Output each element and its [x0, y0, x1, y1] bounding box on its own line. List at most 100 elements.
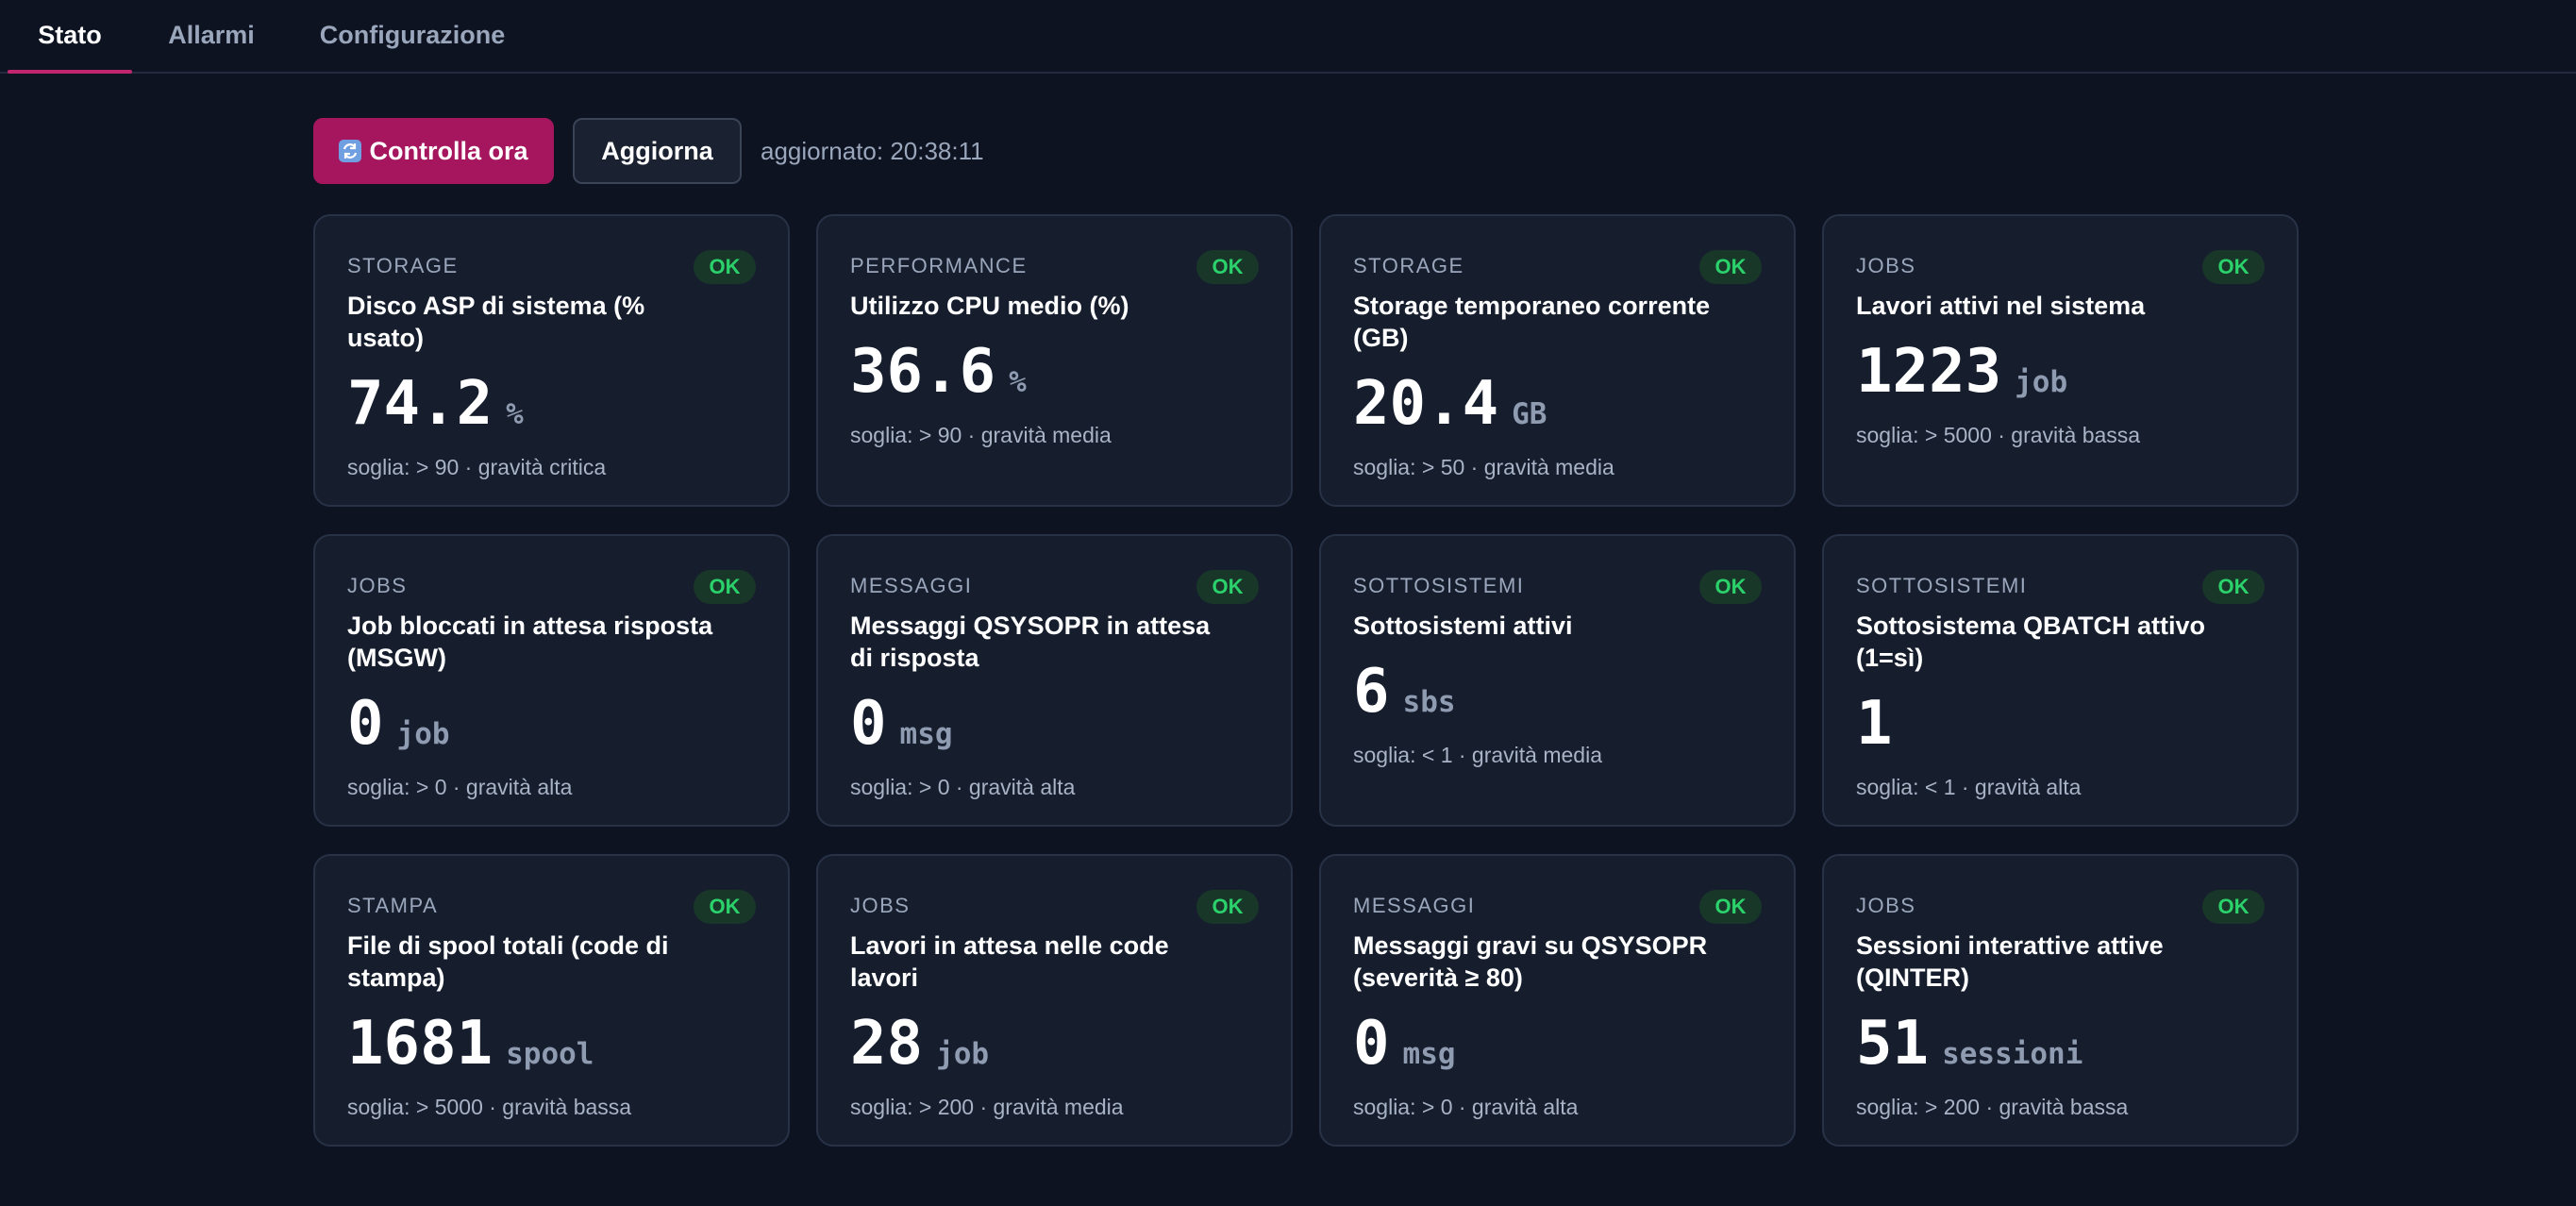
card-value-row: 0 job [347, 687, 756, 761]
metric-card: STAMPA OK File di spool totali (code di … [313, 854, 790, 1147]
card-category: STAMPA [347, 894, 439, 917]
card-value-row: 0 msg [850, 687, 1259, 761]
tab-bar: Stato Allarmi Configurazione [0, 0, 2576, 74]
card-category: MESSAGGI [1353, 894, 1476, 917]
refresh-icon [339, 140, 362, 162]
card-threshold: soglia: > 90 · gravità critica [347, 455, 607, 479]
card-title: Sottosistema QBATCH attivo (1=sì) [1856, 611, 2206, 672]
card-threshold: soglia: > 200 · gravità bassa [1856, 1095, 2129, 1119]
tab-configurazione[interactable]: Configurazione [319, 21, 506, 49]
card-category: PERFORMANCE [850, 254, 1028, 277]
card-value-row: 0 msg [1353, 1007, 1762, 1080]
card-unit: spool [506, 1037, 594, 1071]
status-badge: OK [1699, 250, 1762, 284]
refresh-button[interactable]: Aggiorna [573, 118, 742, 184]
card-category: JOBS [850, 894, 911, 917]
status-badge: OK [1196, 570, 1259, 604]
card-title: Sottosistemi attivi [1353, 611, 1573, 640]
card-unit: % [1009, 365, 1027, 399]
card-threshold: soglia: > 5000 · gravità bassa [1856, 423, 2141, 447]
card-value: 1223 [1856, 337, 2002, 407]
status-badge: OK [694, 890, 756, 924]
card-value-row: 1681 spool [347, 1007, 756, 1080]
status-badge: OK [1196, 250, 1259, 284]
check-now-button[interactable]: Controlla ora [313, 118, 554, 184]
card-unit: msg [1402, 1037, 1456, 1071]
card-unit: job [396, 717, 450, 751]
card-title: Storage temporaneo corrente (GB) [1353, 292, 1711, 352]
card-value-row: 1 [1856, 687, 2265, 761]
card-unit: job [936, 1037, 990, 1071]
card-threshold: soglia: < 1 · gravità alta [1856, 775, 2082, 799]
card-unit: % [506, 397, 524, 431]
card-category: MESSAGGI [850, 574, 973, 597]
card-threshold: soglia: > 0 · gravità alta [1353, 1095, 1579, 1119]
card-threshold: soglia: > 0 · gravità alta [347, 775, 573, 799]
refresh-label: Aggiorna [601, 137, 713, 165]
card-category: JOBS [1856, 894, 1916, 917]
card-title: Messaggi gravi su QSYSOPR (severità ≥ 80… [1353, 931, 1708, 992]
card-value-row: 36.6% [850, 335, 1259, 409]
card-title: File di spool totali (code di stampa) [347, 931, 669, 992]
metric-card: JOBS OK Lavori in attesa nelle code lavo… [816, 854, 1293, 1147]
card-value-row: 74.2% [347, 367, 756, 441]
status-badge: OK [2202, 250, 2265, 284]
metric-card: MESSAGGI OK Messaggi gravi su QSYSOPR (s… [1319, 854, 1796, 1147]
status-badge: OK [1699, 570, 1762, 604]
card-value: 28 [850, 1009, 924, 1079]
card-title: Job bloccati in attesa risposta (MSGW) [347, 611, 713, 672]
card-threshold: soglia: > 90 · gravità media [850, 423, 1112, 447]
card-value-row: 6 sbs [1353, 655, 1762, 729]
card-title: Utilizzo CPU medio (%) [850, 292, 1129, 320]
card-title: Disco ASP di sistema (% usato) [347, 292, 645, 352]
card-value: 1 [1856, 689, 1893, 759]
metric-card: SOTTOSISTEMI OK Sottosistema QBATCH atti… [1822, 534, 2299, 827]
card-value: 0 [1353, 1009, 1390, 1079]
status-badge: OK [2202, 570, 2265, 604]
card-value: 1681 [347, 1009, 493, 1079]
card-value: 6 [1353, 657, 1390, 727]
card-threshold: soglia: > 0 · gravità alta [850, 775, 1076, 799]
status-badge: OK [694, 570, 756, 604]
card-threshold: soglia: > 50 · gravità media [1353, 455, 1614, 479]
metric-card: PERFORMANCE OK Utilizzo CPU medio (%) 36… [816, 214, 1293, 507]
card-threshold: soglia: > 5000 · gravità bassa [347, 1095, 632, 1119]
card-unit: GB [1512, 397, 1547, 431]
card-title: Sessioni interattive attive (QINTER) [1856, 931, 2164, 992]
status-badge: OK [1196, 890, 1259, 924]
card-value-row: 51 sessioni [1856, 1007, 2265, 1080]
metric-card: SOTTOSISTEMI OK Sottosistemi attivi 6 sbs… [1319, 534, 1796, 827]
metric-card: STORAGE OK Storage temporaneo corrente (… [1319, 214, 1796, 507]
metric-card: MESSAGGI OK Messaggi QSYSOPR in attesa d… [816, 534, 1293, 827]
metric-card: JOBS OK Lavori attivi nel sistema 1223 jo… [1822, 214, 2299, 507]
check-now-label: Controlla ora [369, 137, 528, 165]
card-category: JOBS [347, 574, 408, 597]
metric-card: JOBS OK Job bloccati in attesa risposta … [313, 534, 790, 827]
card-category: STORAGE [1353, 254, 1464, 277]
tab-stato[interactable]: Stato [8, 0, 132, 74]
card-title: Lavori in attesa nelle code lavori [850, 931, 1169, 992]
card-value: 0 [347, 689, 384, 759]
card-title: Lavori attivi nel sistema [1856, 292, 2146, 320]
card-unit: sessioni [1942, 1037, 2083, 1071]
status-badge: OK [1699, 890, 1762, 924]
card-threshold: soglia: < 1 · gravità media [1353, 743, 1602, 767]
card-title: Messaggi QSYSOPR in attesa di risposta [850, 611, 1211, 672]
tab-allarmi[interactable]: Allarmi [168, 21, 255, 49]
card-value: 20.4 [1353, 369, 1499, 439]
card-category: STORAGE [347, 254, 459, 277]
card-unit: sbs [1402, 685, 1456, 719]
card-value: 51 [1856, 1009, 1930, 1079]
last-updated-text: aggiornato: 20:38:11 [761, 137, 984, 165]
metric-card: JOBS OK Sessioni interattive attive (QIN… [1822, 854, 2299, 1147]
card-value-row: 1223 job [1856, 335, 2265, 409]
card-category: JOBS [1856, 254, 1916, 277]
card-value: 0 [850, 689, 887, 759]
card-value-row: 28 job [850, 1007, 1259, 1080]
status-badge: OK [2202, 890, 2265, 924]
card-threshold: soglia: > 200 · gravità media [850, 1095, 1124, 1119]
status-badge: OK [694, 250, 756, 284]
card-value-row: 20.4 GB [1353, 367, 1762, 441]
card-unit: job [2015, 365, 2068, 399]
card-value: 74.2 [347, 369, 493, 439]
